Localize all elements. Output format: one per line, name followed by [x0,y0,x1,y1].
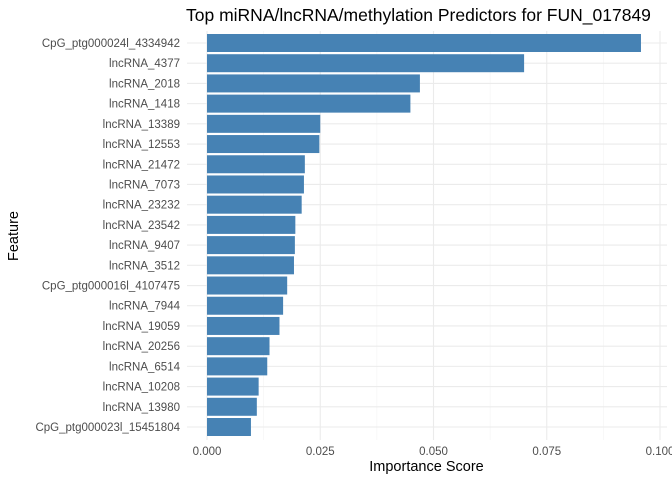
bar [207,337,270,356]
x-tick-label: 0.000 [193,446,222,458]
bar [207,357,268,376]
chart-title: Top miRNA/lncRNA/methylation Predictors … [186,5,651,26]
y-tick-label: lncRNA_6514 [109,361,181,373]
bar [207,418,251,436]
y-tick-label: lncRNA_2018 [109,78,180,90]
y-tick-label: lncRNA_1418 [109,99,180,111]
y-tick-label: lncRNA_7944 [109,301,181,313]
y-tick-label: lncRNA_12553 [103,139,180,151]
bar [207,155,305,174]
bar [207,316,280,335]
y-tick-label: CpG_ptg000023l_15451804 [35,422,180,434]
y-tick-label: lncRNA_4377 [109,58,180,70]
bar [207,377,259,396]
y-tick-label: lncRNA_13389 [103,119,180,131]
y-tick-label: lncRNA_13980 [103,402,180,414]
x-tick-label: 0.075 [532,446,561,458]
bar [207,54,525,73]
bar [207,256,294,275]
bar [207,74,420,93]
x-tick-label: 0.100 [646,446,672,458]
y-tick-label: lncRNA_7073 [109,179,180,191]
y-tick-label: lncRNA_20256 [103,341,180,353]
bar [207,236,295,255]
y-tick-label: CpG_ptg000024l_4334942 [42,38,180,50]
bar [207,34,641,52]
bar [207,195,302,214]
bar [207,215,296,234]
y-tick-label: lncRNA_23542 [103,220,180,232]
bar [207,276,288,295]
y-tick-label: lncRNA_19059 [103,321,180,333]
x-axis-title: Importance Score [369,459,483,475]
y-axis-ticks: CpG_ptg000024l_4334942 lncRNA_4377 lncRNA_… [35,38,180,434]
bar [207,94,411,113]
y-tick-label: lncRNA_9407 [109,240,180,252]
bar [207,175,304,194]
y-tick-label: lncRNA_3512 [109,260,180,272]
bar [207,296,284,315]
bar [207,114,321,133]
bar [207,135,320,154]
bar [207,397,257,416]
y-tick-label: lncRNA_21472 [103,159,180,171]
x-tick-label: 0.025 [306,446,335,458]
y-tick-label: lncRNA_10208 [103,382,180,394]
y-axis-title: Feature [6,211,22,261]
x-tick-label: 0.050 [419,446,448,458]
y-tick-label: CpG_ptg000016l_4107475 [42,281,180,293]
x-axis-ticks: 0.000 0.025 0.050 0.075 0.100 [193,446,672,458]
y-tick-label: lncRNA_23232 [103,200,180,212]
bars [207,34,641,436]
